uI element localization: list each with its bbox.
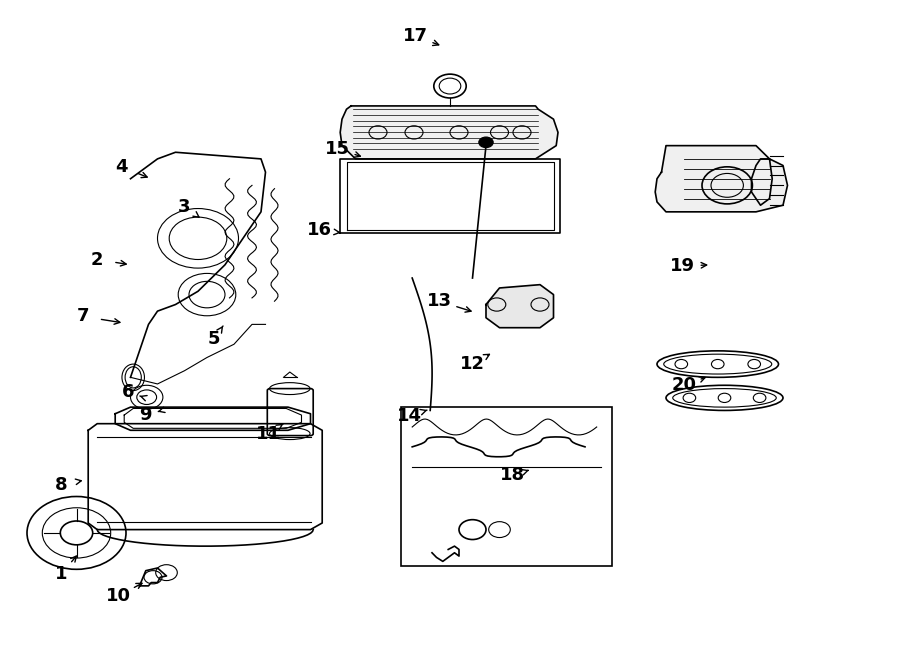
Text: 7: 7 <box>76 307 89 326</box>
Text: 16: 16 <box>307 221 332 240</box>
Text: 2: 2 <box>91 250 104 269</box>
Text: 14: 14 <box>397 406 422 425</box>
Polygon shape <box>655 146 788 212</box>
Text: 20: 20 <box>671 376 697 395</box>
Text: 4: 4 <box>115 158 128 176</box>
Text: 1: 1 <box>55 565 68 583</box>
Circle shape <box>479 137 493 148</box>
Text: 10: 10 <box>106 587 131 605</box>
Text: 8: 8 <box>55 475 68 494</box>
Text: 3: 3 <box>178 197 191 216</box>
Text: 11: 11 <box>256 424 281 443</box>
Text: 18: 18 <box>500 466 526 485</box>
Polygon shape <box>486 285 554 328</box>
Text: 9: 9 <box>140 406 152 424</box>
Text: 19: 19 <box>670 257 695 275</box>
Text: 12: 12 <box>460 355 485 373</box>
Text: 17: 17 <box>403 27 428 46</box>
Text: 6: 6 <box>122 383 134 401</box>
Text: 5: 5 <box>208 330 220 348</box>
Polygon shape <box>340 106 558 159</box>
Text: 13: 13 <box>427 292 452 310</box>
Text: 15: 15 <box>325 140 350 158</box>
